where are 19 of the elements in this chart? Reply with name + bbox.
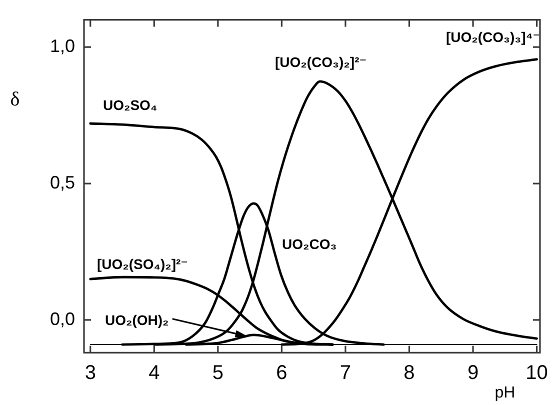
x-tick-label: 8: [404, 362, 415, 384]
y-tick-label: 0,5: [50, 172, 75, 192]
x-tick-label: 6: [276, 362, 288, 384]
x-axis-title: pH: [494, 384, 516, 402]
series-label: UO₂SO₄: [103, 96, 158, 113]
legend-label: UO₂(OH)₂: [105, 312, 169, 328]
series-label: [UO₂(SO₄)₂]²⁻: [97, 256, 188, 272]
x-tick-label: 3: [84, 362, 96, 384]
x-tick-label: 4: [148, 362, 160, 384]
y-tick-label: 1,0: [50, 36, 75, 56]
x-tick-label: 5: [212, 362, 224, 384]
x-tick-label: 10: [526, 362, 548, 384]
y-tick-label: 0,0: [50, 308, 75, 329]
series-label: [UO₂(CO₃)₃]⁴⁻: [446, 28, 540, 45]
x-tick-label: 7: [340, 362, 352, 384]
series-label: [UO₂(CO₃)₂]²⁻: [275, 54, 367, 70]
y-axis-title: δ: [10, 88, 20, 110]
series-label: UO₂CO₃: [282, 236, 337, 252]
x-tick-label: 9: [467, 362, 479, 384]
